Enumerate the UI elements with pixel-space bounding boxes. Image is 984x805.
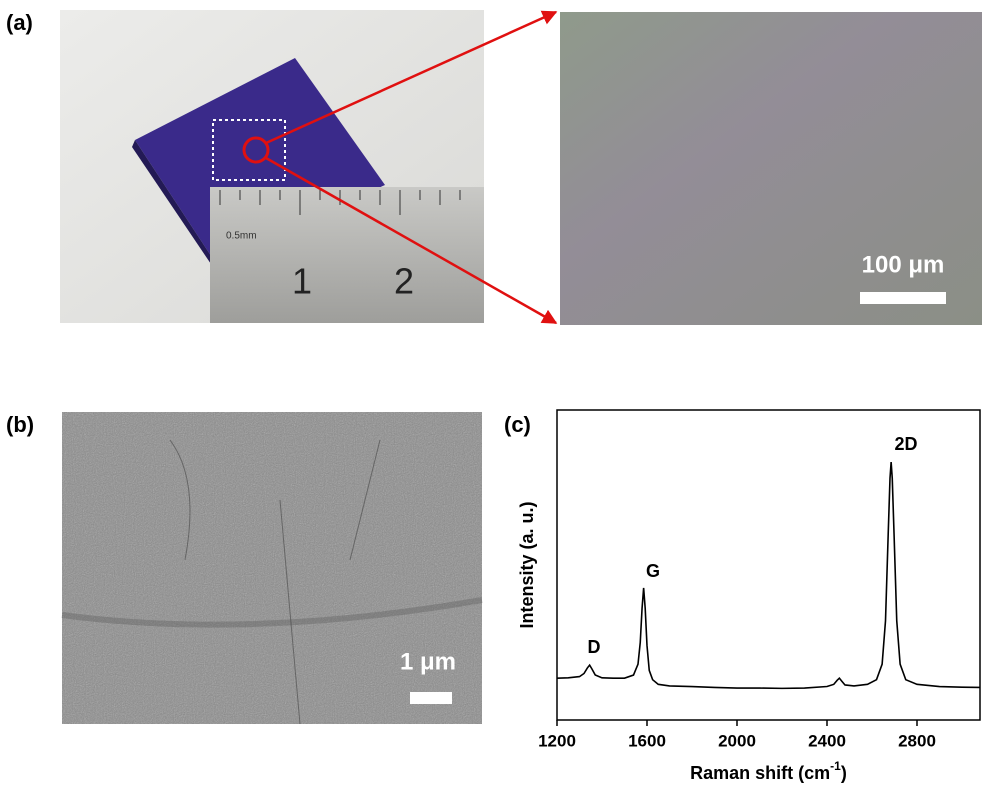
spectrum-line [556,462,981,690]
y-axis-label: Intensity (a. u.) [517,501,537,628]
scale-bar [860,292,946,304]
x-axis-label-part: -1 [830,759,841,773]
x-tick-label: 2000 [718,731,756,750]
panel-label: (a) [6,10,33,35]
photo: 0.5mm 1 2 [60,10,558,325]
chart: 1200 1600 2000 2400 2800 Raman shift (cm-1) In… [517,409,981,783]
sem-image: 1 μm [61,412,483,725]
x-axis-label-part: ) [841,763,847,783]
scale-label: 100 μm [862,251,945,278]
panel-label: (b) [6,412,34,437]
plot-frame [556,409,981,721]
ruler-label: 1 [292,261,312,302]
x-tick-label: 1200 [538,731,576,750]
peak-label: G [646,561,660,581]
ruler-label: 0.5mm [226,231,257,242]
optical-image: 100 μm [560,12,982,325]
peak-label: D [588,637,601,657]
x-tick-label: 2400 [808,731,846,750]
x-tick-label: 2800 [898,731,936,750]
ruler-label: 2 [394,261,414,302]
panel-label: (c) [504,412,531,437]
x-tick-label: 1600 [628,731,666,750]
x-axis-label-part: Raman shift (cm [690,763,830,783]
peak-label: 2D [894,434,917,454]
x-axis-label: Raman shift (cm-1) [690,759,847,783]
scale-label: 1 μm [400,648,456,675]
scale-bar [410,692,452,704]
